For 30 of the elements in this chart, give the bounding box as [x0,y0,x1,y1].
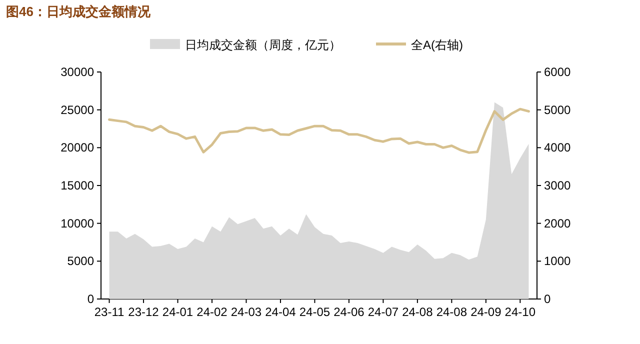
y-tick-label: 25000 [60,102,94,117]
chart-title: 图46：日均成交金额情况 [6,4,152,19]
x-tick-label: 24-02 [196,305,228,319]
x-tick-label: 23-12 [128,305,160,319]
x-tick-label: 24-04 [265,305,296,319]
y2-tick-label: 2000 [544,216,572,230]
y2-tick-label: 0 [544,292,551,306]
y-tick-label: 5000 [67,254,94,268]
x-tick-label: 24-10 [504,305,536,319]
legend-label: 全A(右轴) [411,38,463,52]
y-tick-label: 10000 [60,216,94,230]
x-tick-label: 24-01 [162,305,194,319]
y-tick-label: 20000 [60,140,94,155]
y-tick-label: 30000 [60,65,94,79]
x-tick-label: 24-03 [230,305,262,319]
y2-tick-label: 1000 [544,254,572,268]
x-tick-label: 24-08 [436,305,468,319]
y2-tick-label: 3000 [544,178,572,192]
y-tick-label: 15000 [60,178,94,192]
x-tick-label: 24-06 [334,305,365,319]
x-tick-label: 23-11 [94,305,124,319]
x-tick-label: 24-08 [402,305,434,319]
x-tick-label: 24-05 [299,305,330,319]
y2-tick-label: 6000 [544,65,572,79]
y2-tick-label: 4000 [544,140,572,155]
y2-tick-label: 5000 [544,102,572,117]
legend-label: 日均成交金额（周度，亿元） [185,38,341,52]
y-tick-label: 0 [87,292,94,306]
x-tick-label: 24-07 [368,305,399,319]
x-tick-label: 24-09 [470,305,502,319]
